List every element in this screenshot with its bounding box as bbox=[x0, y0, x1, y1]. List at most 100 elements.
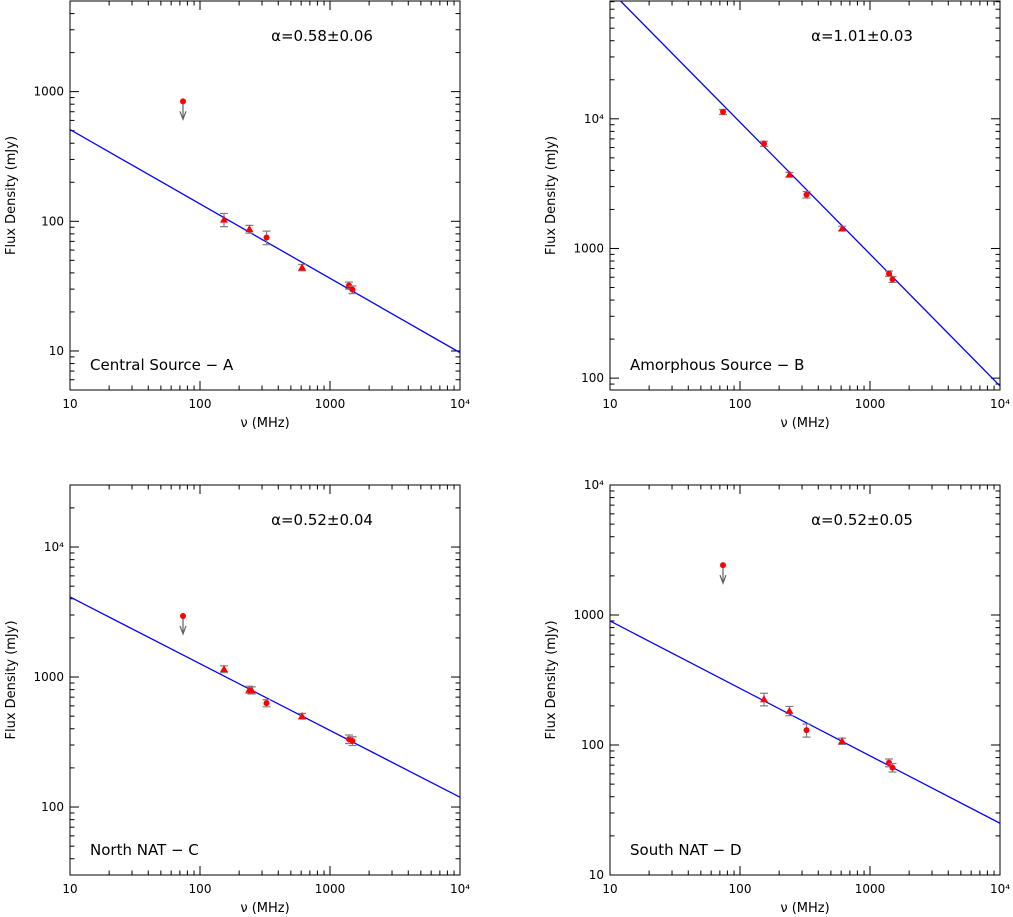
spectral-index-annotation: α=0.58±0.06 bbox=[271, 27, 373, 45]
panel-label: North NAT − C bbox=[90, 841, 199, 859]
y-tick-label: 10 bbox=[589, 868, 604, 882]
y-tick-label: 1000 bbox=[573, 608, 604, 622]
circle-marker bbox=[263, 234, 270, 241]
circle-marker bbox=[885, 759, 892, 766]
y-tick-label: 100 bbox=[41, 214, 64, 228]
data-point bbox=[179, 612, 187, 636]
circle-marker bbox=[761, 140, 768, 147]
y-tick-label: 10⁴ bbox=[584, 112, 604, 126]
triangle-marker bbox=[298, 263, 307, 271]
y-tick-label: 1000 bbox=[573, 241, 604, 255]
data-point bbox=[262, 230, 271, 246]
data-point bbox=[719, 562, 727, 585]
y-tick-label: 100 bbox=[581, 371, 604, 385]
triangle-marker bbox=[838, 737, 847, 745]
x-tick-label: 10⁴ bbox=[990, 397, 1010, 411]
circle-marker bbox=[720, 562, 727, 569]
y-tick-label: 10⁴ bbox=[44, 540, 64, 554]
triangle-marker bbox=[760, 695, 769, 703]
panel-label: Central Source − A bbox=[90, 356, 234, 374]
ticks bbox=[609, 484, 1001, 876]
y-axis-label: Flux Density (mJy) bbox=[544, 136, 559, 255]
data-point bbox=[220, 665, 229, 674]
fit-line bbox=[610, 620, 1000, 824]
ticks bbox=[609, 1, 1001, 390]
y-tick-label: 1000 bbox=[33, 85, 64, 99]
panel-4: 10 100 1000 10⁴ 10 100 1000 10⁴ ν (MHz) Flux Dens… bbox=[544, 478, 1010, 916]
plot-frame bbox=[609, 0, 1001, 391]
data-point bbox=[179, 98, 187, 122]
triangle-marker bbox=[220, 215, 229, 223]
x-tick-label: 10 bbox=[602, 397, 617, 411]
data-point bbox=[348, 285, 357, 295]
panel-2: 10 100 1000 10⁴ 100 1000 10⁴ ν (MHz) Flux Densit… bbox=[544, 0, 1010, 431]
ticks bbox=[69, 484, 461, 876]
x-axis-label: ν (MHz) bbox=[240, 901, 289, 916]
triangle-marker bbox=[785, 706, 794, 714]
upper-limit-arrow bbox=[719, 565, 727, 585]
circle-marker bbox=[349, 738, 356, 745]
x-tick-label: 100 bbox=[189, 882, 212, 896]
y-axis-label: Flux Density (mJy) bbox=[544, 620, 559, 739]
x-tick-label: 1000 bbox=[855, 882, 886, 896]
data-point bbox=[245, 224, 254, 234]
data-point bbox=[802, 190, 811, 199]
plot-frame bbox=[69, 0, 461, 391]
circle-marker bbox=[885, 270, 892, 277]
x-tick-label: 1000 bbox=[315, 882, 346, 896]
data-point bbox=[760, 140, 769, 148]
data-point bbox=[298, 263, 307, 272]
x-axis-label: ν (MHz) bbox=[780, 901, 829, 916]
x-tick-label: 10 bbox=[62, 397, 77, 411]
data-point bbox=[719, 108, 727, 116]
upper-limit-arrow bbox=[179, 101, 187, 122]
panel-1: 10 100 1000 10⁴ 10 100 1000 ν (MHz) Flux Density… bbox=[4, 0, 470, 431]
x-tick-label: 1000 bbox=[315, 397, 346, 411]
circle-marker bbox=[180, 612, 187, 619]
circle-marker bbox=[803, 727, 810, 734]
y-tick-label: 1000 bbox=[33, 670, 64, 684]
triangle-marker bbox=[298, 712, 307, 720]
y-axis-label: Flux Density (mJy) bbox=[4, 136, 19, 255]
data-point bbox=[220, 212, 229, 228]
spectral-index-annotation: α=0.52±0.04 bbox=[271, 511, 373, 529]
x-tick-label: 100 bbox=[729, 882, 752, 896]
fit-line bbox=[70, 128, 460, 354]
spectral-index-annotation: α=0.52±0.05 bbox=[811, 511, 913, 529]
data-point bbox=[348, 736, 357, 747]
y-tick-label: 100 bbox=[41, 800, 64, 814]
data-point bbox=[785, 170, 794, 178]
circle-marker bbox=[889, 764, 896, 771]
x-tick-label: 10⁴ bbox=[450, 882, 470, 896]
x-tick-label: 10 bbox=[62, 882, 77, 896]
x-tick-label: 10⁴ bbox=[990, 882, 1010, 896]
y-axis-label: Flux Density (mJy) bbox=[4, 620, 19, 739]
data-point bbox=[838, 737, 847, 746]
data-point bbox=[262, 699, 271, 708]
triangle-marker bbox=[785, 170, 794, 178]
triangle-marker bbox=[838, 224, 847, 232]
x-axis-label: ν (MHz) bbox=[780, 416, 829, 431]
fit-line bbox=[70, 596, 460, 798]
upper-limit-arrow bbox=[179, 615, 187, 636]
panel-label: South NAT − D bbox=[630, 841, 742, 859]
triangle-marker bbox=[245, 225, 254, 233]
data-point bbox=[884, 758, 893, 768]
data-point bbox=[760, 692, 769, 707]
x-tick-label: 1000 bbox=[855, 397, 886, 411]
data-point bbox=[785, 705, 794, 717]
plot-frame bbox=[69, 484, 461, 876]
plot-frame bbox=[609, 484, 1001, 876]
x-tick-label: 10 bbox=[602, 882, 617, 896]
data-point bbox=[802, 723, 811, 738]
circle-marker bbox=[889, 276, 896, 283]
fit-line bbox=[619, 1, 1000, 387]
triangle-marker bbox=[220, 665, 229, 673]
data-point bbox=[838, 224, 847, 232]
circle-marker bbox=[720, 108, 727, 115]
circle-marker bbox=[180, 98, 187, 105]
circle-marker bbox=[263, 700, 270, 707]
circle-marker bbox=[349, 286, 356, 293]
data-point bbox=[298, 712, 307, 720]
